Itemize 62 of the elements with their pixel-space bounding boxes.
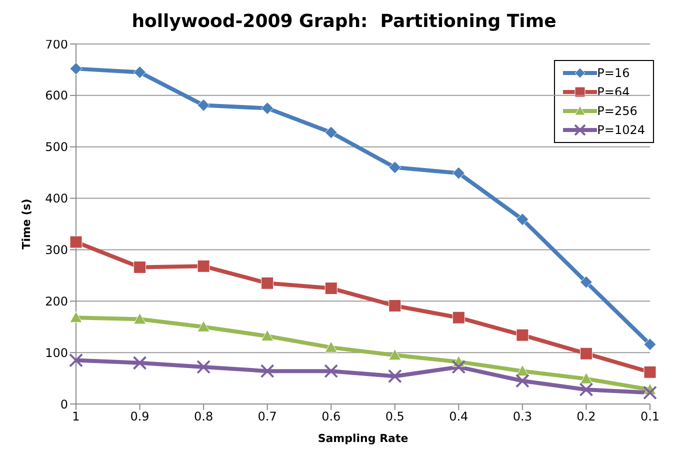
point xyxy=(70,236,82,248)
x-tick-label: 0.4 xyxy=(449,410,468,424)
point xyxy=(643,386,657,400)
y-tick-label: 0 xyxy=(60,397,68,412)
legend-label: P=16 xyxy=(597,66,630,80)
point xyxy=(324,341,338,352)
x-tick-label: 0.1 xyxy=(640,410,660,424)
y-tick-label: 100 xyxy=(45,346,68,360)
point xyxy=(580,276,592,288)
x-axis-title: Sampling Rate xyxy=(318,432,408,445)
x-tick-label: 1 xyxy=(72,410,80,424)
point xyxy=(134,312,146,324)
point xyxy=(69,353,83,368)
point xyxy=(580,347,592,360)
y-axis-title: Time (s) xyxy=(20,198,33,250)
point xyxy=(324,126,338,139)
point xyxy=(197,320,210,332)
point xyxy=(580,372,592,384)
point xyxy=(197,98,210,112)
point xyxy=(452,166,465,180)
y-tick-label: 600 xyxy=(45,88,68,103)
point xyxy=(196,360,211,374)
y-tick-label: 200 xyxy=(45,294,68,308)
y-tick-label: 400 xyxy=(45,192,68,206)
x-tick-label: 0.2 xyxy=(576,410,596,424)
point xyxy=(579,382,594,397)
point xyxy=(388,369,402,384)
point xyxy=(388,300,402,312)
point xyxy=(516,328,529,342)
point xyxy=(516,364,529,376)
x-tick-label: 0.6 xyxy=(322,410,341,424)
x-tick-label: 0.3 xyxy=(512,410,532,424)
point xyxy=(261,276,274,290)
point xyxy=(516,213,529,226)
point xyxy=(388,348,402,360)
point xyxy=(197,260,210,272)
x-tick-label: 0.8 xyxy=(194,410,214,424)
point xyxy=(261,102,274,115)
y-tick-label: 300 xyxy=(45,242,68,257)
point xyxy=(134,260,146,274)
point xyxy=(388,161,402,174)
legend-label: P=256 xyxy=(597,104,638,118)
chart-title: hollywood-2009 Graph: Partitioning Time xyxy=(132,11,556,32)
point xyxy=(70,311,82,323)
x-tick-label: 0.7 xyxy=(258,410,277,424)
point xyxy=(452,360,466,374)
legend-label: P=1024 xyxy=(597,123,645,137)
point xyxy=(132,356,147,370)
point xyxy=(452,311,465,324)
point xyxy=(261,330,274,342)
point xyxy=(70,62,82,75)
point xyxy=(324,364,338,378)
point xyxy=(260,364,274,378)
x-tick-label: 0.9 xyxy=(130,410,150,424)
point xyxy=(515,374,530,388)
point xyxy=(644,338,656,351)
point xyxy=(134,66,146,79)
y-tick-label: 500 xyxy=(45,140,68,154)
point xyxy=(324,282,338,295)
x-tick-label: 0.5 xyxy=(385,410,404,424)
point xyxy=(644,366,656,378)
legend-label: P=64 xyxy=(597,85,630,99)
